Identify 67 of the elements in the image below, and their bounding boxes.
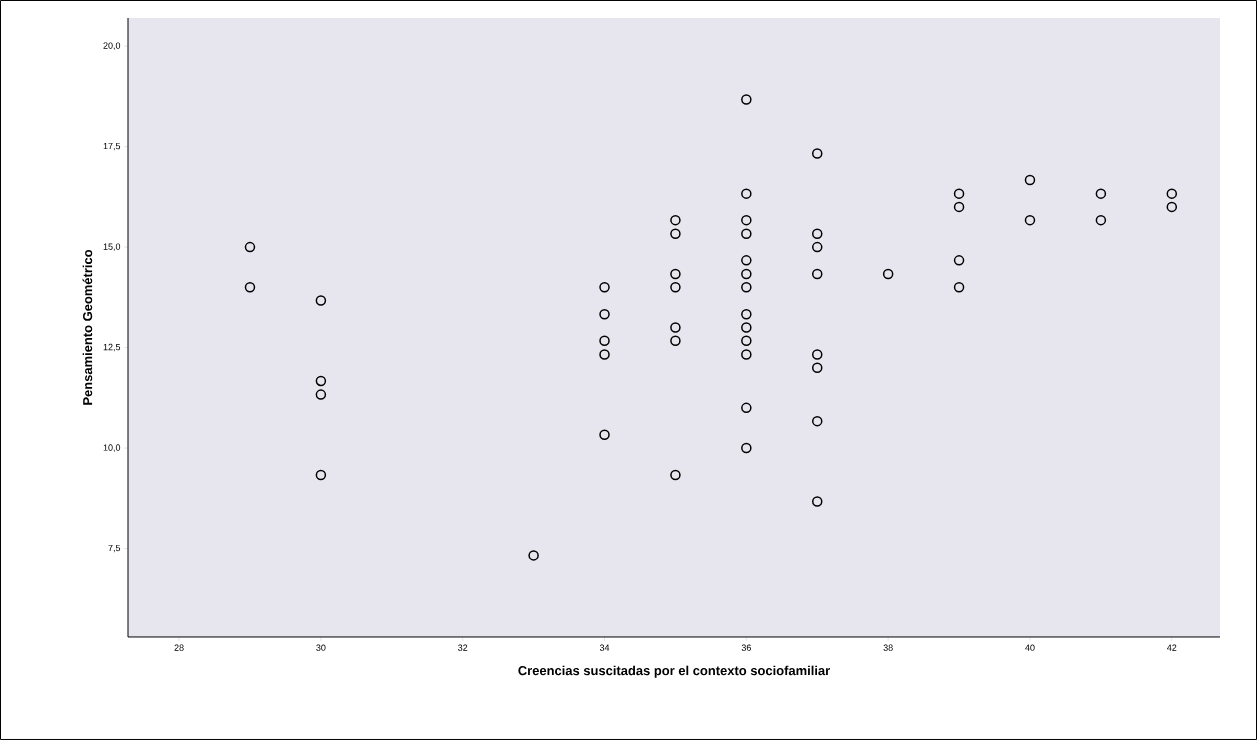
x-tick-label: 40 [1025, 644, 1035, 651]
point [741, 442, 752, 454]
y-tick-label: 12,5 [103, 343, 121, 352]
point [670, 228, 681, 240]
point [599, 349, 610, 360]
point [315, 375, 327, 387]
point [670, 335, 681, 346]
point [812, 362, 823, 373]
point [741, 214, 752, 226]
point [812, 268, 823, 280]
point [599, 429, 610, 441]
point [670, 282, 681, 293]
point [1095, 214, 1107, 226]
point [953, 282, 965, 293]
point [315, 295, 327, 306]
x-axis-title: Creencias suscitadas por el contexto sociofamiliar [518, 665, 830, 678]
point [599, 335, 610, 346]
point [1024, 214, 1036, 226]
point [599, 282, 610, 293]
point [741, 349, 752, 360]
point [882, 268, 894, 280]
x-tick-label: 36 [741, 644, 751, 651]
y-axis-title: Pensamiento Geométrico [82, 249, 93, 405]
point [1024, 174, 1036, 186]
x-tick-label: 42 [1167, 644, 1177, 651]
y-tick-label: 15,0 [103, 243, 121, 251]
y-tick-label: 10,0 [103, 444, 121, 452]
y-tick-label: 20,0 [103, 42, 121, 50]
point [741, 94, 752, 105]
point [244, 241, 256, 253]
point [670, 322, 681, 333]
x-tick-label: 38 [883, 644, 893, 651]
point [528, 550, 539, 561]
point [812, 415, 823, 427]
point [812, 241, 823, 253]
point [953, 188, 965, 199]
point [741, 322, 752, 333]
point [1095, 188, 1107, 199]
y-tick-label: 17,5 [103, 142, 121, 151]
point [670, 268, 681, 280]
point [812, 148, 823, 159]
point [741, 335, 752, 346]
point [741, 228, 752, 240]
point [741, 268, 752, 280]
point [741, 255, 752, 266]
point [244, 282, 256, 293]
point [812, 228, 823, 240]
x-tick-label: 32 [458, 644, 468, 651]
x-tick-label: 28 [174, 644, 184, 651]
x-tick-label: 34 [599, 644, 610, 651]
point [670, 469, 681, 481]
point [599, 308, 610, 320]
point [812, 349, 823, 360]
point [812, 496, 823, 507]
point [315, 389, 327, 400]
point [741, 282, 752, 293]
point [741, 308, 752, 320]
x-tick-label: 30 [316, 644, 326, 651]
point [1166, 201, 1178, 213]
point [741, 402, 752, 414]
point [953, 255, 965, 266]
point [1166, 188, 1178, 199]
point [953, 201, 965, 213]
point [670, 214, 681, 226]
y-tick-label: 7,5 [108, 544, 121, 553]
point [315, 469, 327, 481]
point [741, 188, 752, 199]
